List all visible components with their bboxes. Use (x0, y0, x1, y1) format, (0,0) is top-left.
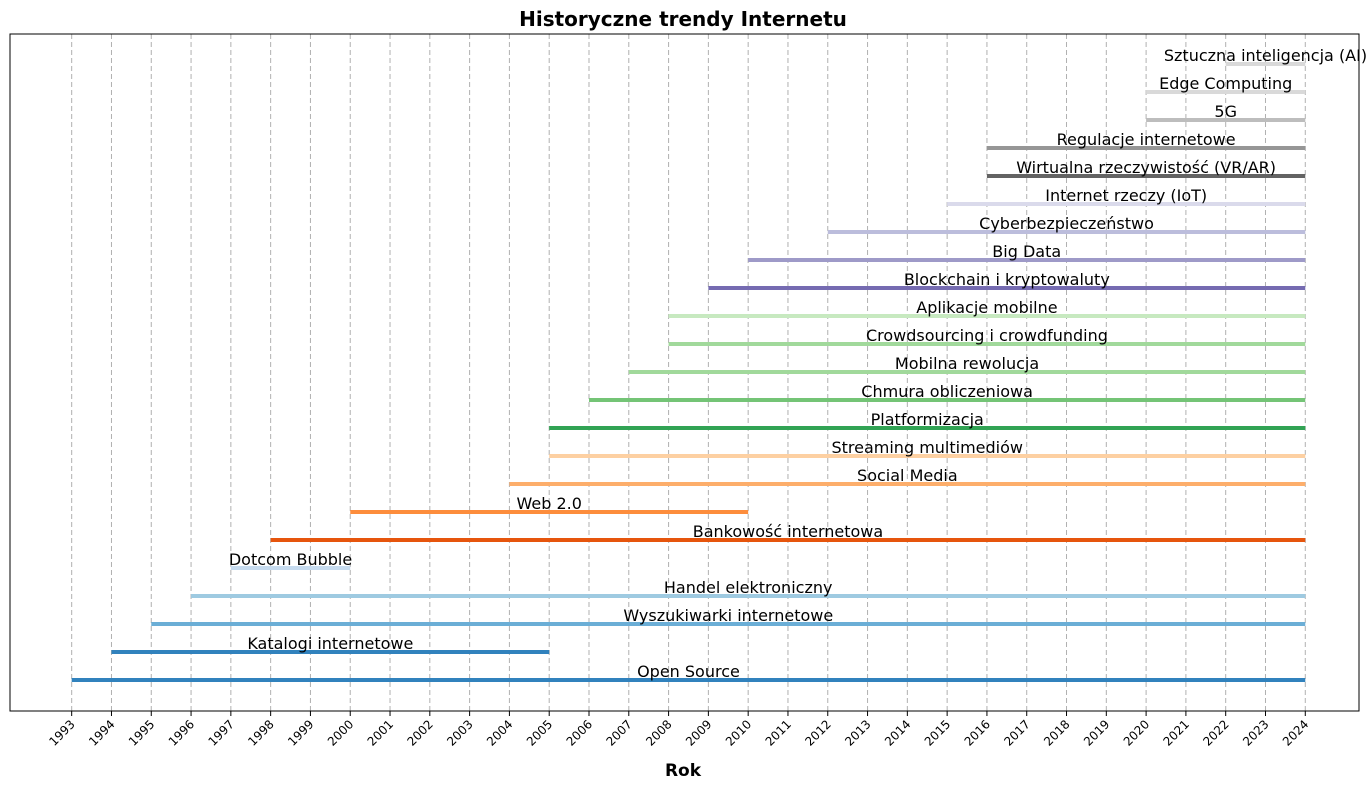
x-tick-label-2014: 2014 (882, 717, 913, 748)
x-tick-label-2015: 2015 (922, 717, 953, 748)
bar-label-cyberbezpiecze-stwo: Cyberbezpieczeństwo (979, 214, 1154, 233)
x-tick-label-2005: 2005 (524, 717, 555, 748)
x-tick-label-1995: 1995 (126, 717, 157, 748)
x-tick-label-1994: 1994 (86, 717, 117, 748)
bar-label-crowdsourcing-i-crowdfunding: Crowdsourcing i crowdfunding (866, 326, 1108, 345)
bar-label-social-media: Social Media (857, 466, 958, 485)
plot-frame (9, 33, 1360, 712)
x-tick-label-1993: 1993 (46, 717, 77, 748)
bar-label-streaming-multimedi-w: Streaming multimediów (831, 438, 1023, 457)
x-tick-label-2009: 2009 (683, 717, 714, 748)
x-tick-label-2020: 2020 (1121, 717, 1152, 748)
bar-label-internet-rzeczy-iot: Internet rzeczy (IoT) (1045, 186, 1207, 205)
bar-label-regulacje-internetowe: Regulacje internetowe (1057, 130, 1236, 149)
bar-label-katalogi-internetowe: Katalogi internetowe (247, 634, 413, 653)
x-tick-label-2023: 2023 (1240, 717, 1271, 748)
x-tick-label-2002: 2002 (404, 717, 435, 748)
bar-label-sztuczna-inteligencja-ai: Sztuczna inteligencja (AI) (1164, 46, 1367, 65)
x-tick-label-2013: 2013 (842, 717, 873, 748)
x-axis-ticks: 1993 1994 1995 1996 1997 1998 1999 2000 2001 2002… (46, 711, 1311, 749)
x-tick-label-2010: 2010 (723, 717, 754, 748)
bar-label-big-data: Big Data (992, 242, 1061, 261)
x-axis-label: Rok (665, 761, 702, 781)
x-tick-label-2022: 2022 (1200, 717, 1231, 748)
bar-label-mobilna-rewolucja: Mobilna rewolucja (895, 354, 1039, 373)
x-tick-label-1997: 1997 (205, 717, 236, 748)
chart-title: Historyczne trendy Internetu (519, 7, 847, 31)
bar-label-bankowo-internetowa: Bankowość internetowa (693, 522, 883, 541)
bar-label-open-source: Open Source (637, 662, 740, 681)
x-tick-label-2007: 2007 (603, 717, 634, 748)
x-tick-label-1996: 1996 (166, 717, 197, 748)
x-tick-label-2021: 2021 (1161, 717, 1192, 748)
x-tick-label-2024: 2024 (1280, 717, 1311, 748)
x-tick-label-2004: 2004 (484, 717, 515, 748)
x-tick-label-2019: 2019 (1081, 717, 1112, 748)
bar-label-dotcom-bubble: Dotcom Bubble (229, 550, 352, 569)
bar-label-edge-computing: Edge Computing (1159, 74, 1292, 93)
bar-label-handel-elektroniczny: Handel elektroniczny (664, 578, 833, 597)
bar-label-wirtualna-rzeczywisto-vr-ar: Wirtualna rzeczywistość (VR/AR) (1016, 158, 1276, 177)
x-tick-label-1998: 1998 (245, 717, 276, 748)
bar-label-web-2-0: Web 2.0 (516, 494, 581, 513)
bar-label-aplikacje-mobilne: Aplikacje mobilne (916, 298, 1057, 317)
x-tick-label-2000: 2000 (325, 717, 356, 748)
bar-labels: Open Source Katalogi internetowe Wyszukiwa… (229, 46, 1367, 681)
bar-label-blockchain-i-kryptowaluty: Blockchain i kryptowaluty (904, 270, 1110, 289)
x-tick-label-2018: 2018 (1041, 717, 1072, 748)
x-tick-label-2001: 2001 (365, 717, 396, 748)
x-tick-label-2011: 2011 (763, 717, 794, 748)
bar-label-platformizacja: Platformizacja (871, 410, 984, 429)
x-tick-label-2017: 2017 (1001, 717, 1032, 748)
x-tick-label-2016: 2016 (962, 717, 993, 748)
x-tick-label-2003: 2003 (444, 717, 475, 748)
x-tick-label-2012: 2012 (802, 717, 833, 748)
bar-label-chmura-obliczeniowa: Chmura obliczeniowa (861, 382, 1033, 401)
x-tick-label-1999: 1999 (285, 717, 316, 748)
timeline-bars (71, 62, 1306, 682)
x-tick-label-2006: 2006 (564, 717, 595, 748)
x-tick-label-2008: 2008 (643, 717, 674, 748)
bar-label-5g: 5G (1214, 102, 1237, 121)
bar-label-wyszukiwarki-internetowe: Wyszukiwarki internetowe (623, 606, 833, 625)
